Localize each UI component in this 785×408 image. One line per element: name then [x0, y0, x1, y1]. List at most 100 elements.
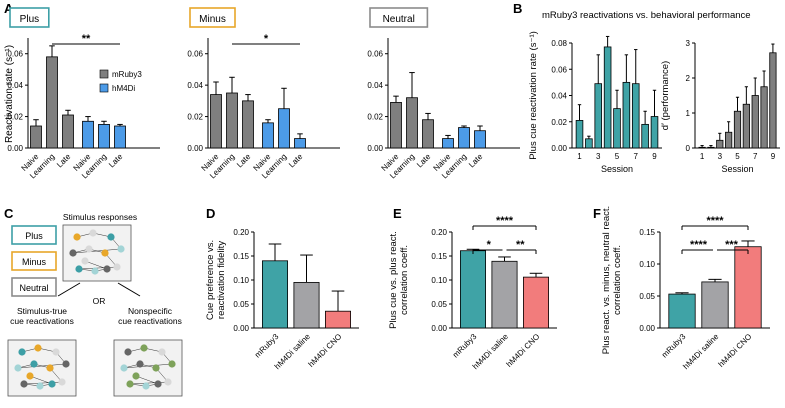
panel-a-title: Minus [199, 14, 226, 25]
panel-b-right-xtick-label: 1 [700, 152, 705, 161]
bar-mruby3-learning [46, 56, 58, 149]
panel-a-minus-ytick-label: 0.02 [187, 113, 203, 122]
bar-mruby3-learning [406, 97, 418, 149]
stimulus-response-network-neuron [103, 265, 111, 273]
panel-a-sig: ** [82, 33, 91, 45]
panel-f-ytick-label: 0.15 [639, 228, 655, 237]
stimulus-true-network-neuron [18, 348, 26, 356]
panel-b-right-bar-session-2 [707, 146, 715, 149]
panel-f-ytick-label: 0.10 [639, 260, 655, 269]
bar-mruby3-late [242, 100, 254, 149]
panel-c-top-label: Stimulus responses [63, 212, 137, 222]
panel-e-bar-0 [459, 250, 486, 329]
stimulus-true-network-neuron [20, 380, 28, 388]
panel-a-neutral-ytick-label: 0.02 [367, 113, 383, 122]
stimulus-response-network-neuron [85, 245, 93, 253]
nonspecific-network-neuron [164, 378, 172, 386]
panel-a-title: Neutral [383, 14, 415, 25]
panel-a-xtick-label: Late [55, 152, 73, 170]
panel-a-xtick-label: Late [287, 152, 305, 170]
panel-e-ytick-label: 0.20 [431, 228, 447, 237]
panel-d-ytick-label: 0.05 [233, 300, 249, 309]
panel-f-ytick-label: 0.00 [639, 324, 655, 333]
panel-c-left-label-line2: cue reactivations [10, 316, 74, 326]
bar-mruby3-naive [30, 125, 42, 149]
panel-b-right-bar-session-7 [751, 95, 759, 149]
panel-e-sig-left: * [487, 239, 492, 251]
panel-b-left-ytick-label: 0.06 [551, 65, 567, 74]
panel-e-ylabel-line1: Plus cue vs. plus react. [388, 231, 399, 329]
panel-letter-f: F [593, 206, 601, 221]
panel-b-right-bar-session-9 [769, 52, 777, 149]
panel-b-right-ytick-label: 1 [686, 109, 691, 118]
panel-a-plus-ytick-label: 0.06 [7, 50, 23, 59]
cue-label-minus: Minus [22, 257, 47, 267]
nonspecific-network-neuron [124, 348, 132, 356]
panel-e-bar-1 [491, 260, 518, 329]
stimulus-response-network-neuron [75, 265, 83, 273]
panel-e-ytick-label: 0.10 [431, 276, 447, 285]
panel-a-plus-ytick-label: 0.02 [7, 113, 23, 122]
stimulus-response-network-neuron [73, 233, 81, 241]
bar-hm4di-learning [98, 124, 110, 149]
cue-box-minus [11, 251, 57, 271]
panel-e-ytick-label: 0.05 [431, 300, 447, 309]
panel-b-left-ytick-label: 0.00 [551, 144, 567, 153]
panel-b-left: 0.00 0.02 0.04 0.06 0.08 1 3 5 7 9 Session Plus cue… [528, 31, 662, 174]
panel-d-ytick-label: 0.15 [233, 252, 249, 261]
bar-hm4di-late [114, 125, 126, 149]
panel-a-sig: * [264, 33, 269, 45]
panel-b-left-ytick-label: 0.02 [551, 118, 567, 127]
panel-b: mRuby3 reactivations vs. behavioral perf… [528, 10, 780, 174]
nonspecific-network-edge [129, 381, 169, 385]
nonspecific-network-neuron [136, 360, 144, 368]
panel-b-right-bar-session-1 [698, 146, 706, 149]
panel-b-right-bar-session-6 [742, 103, 750, 149]
panel-d-xtick-label: mRuby3 [253, 332, 281, 360]
panel-e-bar-2 [523, 276, 550, 329]
panel-b-left-xtick-label: 7 [634, 152, 639, 161]
nonspecific-network-neuron [126, 380, 134, 388]
panel-b-left-ylabel: Plus cue reactivation rate (s⁻¹) [528, 31, 539, 160]
panel-b-left-bar-session-2 [585, 138, 593, 149]
panel-a-xtick-label: Late [107, 152, 125, 170]
panel-letter-c: C [4, 206, 14, 221]
panel-b-left-bar-session-9 [650, 116, 659, 149]
panel-d-ytick-label: 0.10 [233, 276, 249, 285]
bar-hm4di-learning [278, 108, 290, 149]
panel-e-ytick-label: 0.00 [431, 324, 447, 333]
panel-c-arrow-right [117, 282, 141, 297]
panel-f-bar-1 [701, 281, 729, 329]
bar-hm4di-late [294, 138, 306, 149]
panel-letter-d: D [206, 206, 215, 221]
panel-c-right-label-line1: Nonspecific [128, 306, 173, 316]
panel-a-title-box [189, 7, 236, 28]
panel-f-sig-left: **** [690, 239, 708, 251]
nonspecific-network [113, 339, 183, 397]
stimulus-response-network-neuron [107, 233, 115, 241]
panel-e-sig-right: ** [516, 239, 525, 251]
bar-mruby3-learning [226, 92, 238, 149]
panel-a-neutral-ytick-label: 0.04 [367, 81, 383, 90]
stimulus-true-network-neuron [30, 360, 38, 368]
panel-a-minus-ytick-label: 0.06 [187, 50, 203, 59]
panel-b-right-bar-session-4 [725, 131, 733, 149]
panel-e-sig-outer: **** [496, 215, 514, 227]
bar-hm4di-naive [442, 138, 454, 149]
cue-box-neutral [11, 277, 57, 297]
bar-hm4di-late [474, 130, 486, 149]
panel-e-ylabel-line2: correlation coeff. [399, 245, 410, 315]
panel-c-or: OR [93, 296, 106, 306]
stimulus-true-network [7, 339, 77, 397]
panel-b-right-xlabel: Session [721, 164, 753, 174]
panel-a-title: Plus [20, 14, 39, 25]
stimulus-true-network-neuron [36, 382, 44, 390]
panel-d-ylabel-line1: Cue preference vs. [205, 240, 216, 320]
panel-d-xtick-label: hM4Di CNO [307, 332, 344, 369]
panel-a-neutral: 0.000.020.040.06NeutralNaiveLearningLate… [367, 7, 520, 180]
stimulus-true-network-neuron [58, 378, 66, 386]
